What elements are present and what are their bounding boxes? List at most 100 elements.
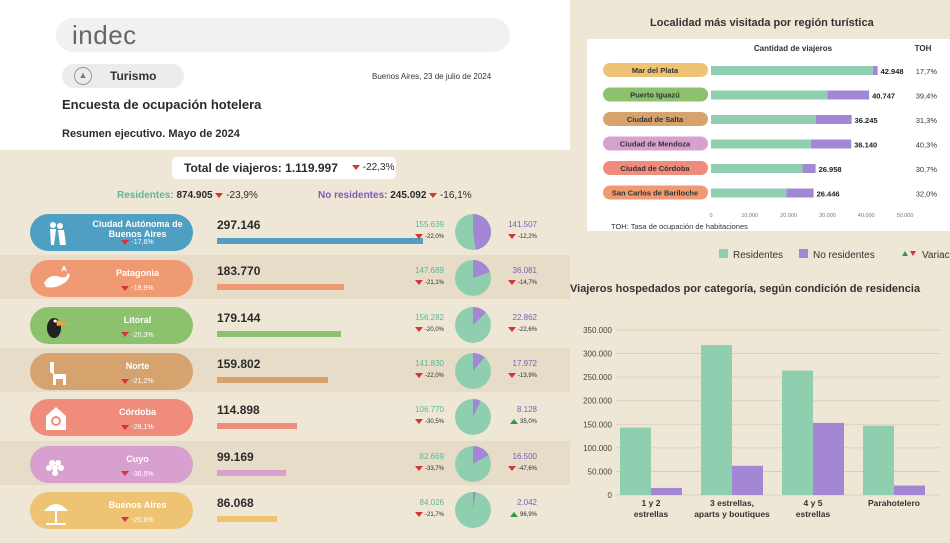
region-pill: Cuyo -36,5% — [30, 445, 193, 483]
residentes-change: -21,1% — [398, 280, 444, 286]
y-tick-label: 350.000 — [583, 326, 612, 335]
x-category-label: Parahotelero — [868, 498, 920, 508]
region-pct: -17,6% — [129, 239, 154, 246]
residentes-value: 141.830 — [415, 358, 444, 368]
city-label: Ciudad de Salta — [627, 115, 684, 124]
chart1-legend: Residentes No residentes Variación — [719, 249, 950, 261]
down-arrow-icon — [352, 164, 360, 170]
x-tick-label: 50.000 — [897, 213, 914, 219]
city-total: 42.948 — [881, 67, 904, 76]
region-pct: -36,5% — [129, 470, 154, 478]
region-name: Córdoba — [119, 407, 156, 418]
region-total-bar — [217, 469, 286, 476]
region-pct: -21,2% — [129, 377, 154, 385]
residentes-change: -22,0% — [398, 234, 444, 240]
x-category-label: 3 estrellas, — [710, 498, 754, 508]
city-pill — [603, 87, 708, 102]
residentes-change: -30,5% — [398, 419, 444, 425]
down-arrow-icon — [508, 280, 517, 286]
toh-value: 31,3% — [916, 116, 938, 125]
bar-noresidentes — [811, 139, 852, 149]
city-total: 40.747 — [872, 92, 895, 101]
share-pie — [455, 352, 491, 389]
residentes-label: Residentes: — [117, 190, 174, 201]
y-tick-label: 300.000 — [583, 350, 612, 359]
region-change: -36,5% — [86, 471, 189, 478]
residentes-pct: -21,7% — [423, 511, 444, 518]
pie-slice-noresidentes — [473, 306, 486, 325]
legend-swatch-residentes — [719, 249, 728, 258]
city-total: 36.245 — [855, 116, 878, 125]
toucan-icon — [47, 317, 70, 338]
noresidentes-pct: -14,7% — [516, 280, 537, 287]
down-arrow-icon — [415, 465, 424, 471]
bar-noresidentes — [732, 465, 763, 495]
toh-note: TOH: Tasa de ocupación de habitaciones — [611, 222, 748, 231]
down-arrow-icon — [429, 192, 438, 198]
up-arrow-icon — [510, 511, 519, 517]
region-change: -17,6% — [86, 239, 189, 246]
down-arrow-icon — [508, 326, 517, 332]
up-arrow-icon — [510, 419, 519, 425]
pie-slice-noresidentes — [473, 491, 476, 510]
noresidentes-label: No residentes: — [318, 190, 388, 201]
bar-noresidentes — [894, 485, 925, 495]
residentes-pct: -20,0% — [423, 326, 444, 333]
region-total: 159.802 — [217, 356, 261, 371]
tango-dancers-icon — [50, 222, 66, 245]
residentes-change: -21,7% — [398, 511, 444, 518]
region-pct: -20,3% — [129, 331, 154, 339]
toh-value: 40,3% — [916, 141, 938, 150]
down-arrow-icon — [415, 280, 424, 286]
up-arrow-icon — [902, 251, 908, 256]
region-pill: Buenos Aires -20,6% — [30, 491, 193, 529]
noresidentes-change: 35,0% — [497, 419, 537, 425]
chart2-background — [570, 303, 950, 543]
bar-residentes — [620, 427, 651, 495]
legend-swatch-noresidentes — [799, 249, 808, 258]
region-row: Cuyo -36,5% 99.169 82.669 -33,7% 16.500 -47… — [0, 440, 570, 485]
x-tick-label: 0 — [709, 213, 712, 219]
residentes-value: 156.282 — [415, 312, 444, 322]
report-subtitle: Resumen ejecutivo. Mayo de 2024 — [62, 128, 240, 140]
region-change: -20,6% — [86, 517, 189, 524]
y-tick-label: 0 — [608, 491, 613, 500]
city-total: 26.446 — [817, 190, 840, 199]
down-arrow-icon — [215, 192, 224, 198]
region-pill: Norte -21,2% — [30, 352, 193, 390]
region-change: -28,1% — [86, 424, 189, 431]
residentes-pct: -33,7% — [423, 465, 444, 472]
down-arrow-icon — [415, 234, 424, 239]
region-pill: Córdoba -28,1% — [30, 399, 193, 437]
region-total-bar — [217, 330, 342, 337]
y-tick-label: 250.000 — [583, 373, 612, 382]
legend-label: No residentes — [813, 250, 875, 261]
pie-slice-noresidentes — [473, 399, 481, 418]
x-category-label: estrellas — [796, 509, 831, 519]
beach-umbrella-icon — [44, 503, 68, 525]
residentes-change: -33,7% — [398, 465, 444, 472]
share-pie — [455, 491, 491, 528]
noresidentes-value: 36.081 — [512, 266, 537, 276]
x-category-label: 4 y 5 — [804, 498, 823, 508]
category-pill[interactable]: ▲ Turismo — [62, 64, 184, 88]
pie-slice-noresidentes — [473, 445, 489, 464]
down-arrow-icon — [121, 517, 130, 523]
chart1-panel: Cantidad de viajeros TOH Mar del Plata 42.9… — [587, 39, 950, 231]
region-name: Ciudad Autónoma de Buenos Aires — [92, 219, 183, 239]
region-pct: -20,6% — [129, 516, 154, 524]
residentes-change: -20,0% — [398, 326, 444, 333]
bar-noresidentes — [813, 422, 844, 495]
residentes-value: 106.770 — [415, 405, 444, 415]
noresidentes-pct: -12,2% — [516, 234, 537, 241]
llama-icon — [50, 361, 66, 385]
region-name: Buenos Aires — [108, 499, 167, 510]
x-tick-label: 30.000 — [819, 213, 836, 219]
region-change: -21,2% — [86, 378, 189, 385]
y-tick-label: 150.000 — [583, 420, 612, 429]
region-name: Litoral — [123, 314, 152, 325]
region-row: Patagonia -19,9% 183.770 147.689 -21,1% 36.… — [0, 255, 570, 300]
toh-header: TOH — [915, 44, 932, 53]
noresidentes-pct: -13,9% — [516, 372, 537, 379]
residentes-value: 82.669 — [419, 451, 444, 461]
